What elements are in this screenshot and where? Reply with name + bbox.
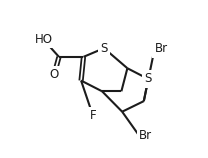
Text: F: F	[90, 109, 96, 122]
Text: HO: HO	[35, 33, 53, 46]
Text: Br: Br	[155, 43, 168, 55]
Text: S: S	[145, 73, 152, 85]
Text: S: S	[100, 42, 108, 55]
Text: O: O	[50, 68, 59, 81]
Text: Br: Br	[139, 129, 152, 142]
